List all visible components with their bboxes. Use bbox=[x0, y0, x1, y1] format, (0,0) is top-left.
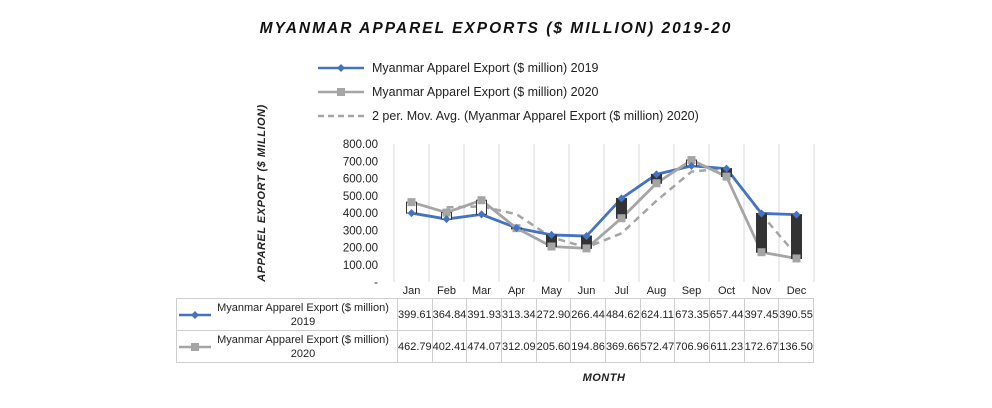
data-point-2020 bbox=[547, 242, 556, 251]
table-cell: 402.41 bbox=[431, 330, 468, 363]
table-cell: 369.66 bbox=[604, 330, 641, 363]
series-name: Myanmar Apparel Export ($ million) 2020 bbox=[211, 333, 395, 361]
table-row-header: Myanmar Apparel Export ($ million) 2020 bbox=[176, 330, 398, 363]
y-tick-label: 600.00 bbox=[343, 174, 378, 186]
table-cell: 272.90 bbox=[535, 298, 572, 331]
legend-swatch-moving-average bbox=[318, 114, 364, 118]
series-name: Myanmar Apparel Export ($ million) 2019 bbox=[211, 301, 395, 329]
data-point-2019 bbox=[547, 230, 556, 239]
data-point-2019 bbox=[722, 164, 731, 173]
data-point-2020 bbox=[477, 196, 486, 205]
y-tick-label: 700.00 bbox=[343, 156, 378, 168]
x-tick-label: Apr bbox=[508, 285, 525, 297]
table-row: Myanmar Apparel Export ($ million) 2020 46… bbox=[176, 330, 814, 363]
x-tick-label: Sep bbox=[682, 285, 702, 297]
table-cell: 194.86 bbox=[570, 330, 606, 363]
legend-label-2020: Myanmar Apparel Export ($ million) 2020 bbox=[372, 85, 599, 99]
x-tick-label: Aug bbox=[647, 285, 667, 297]
legend-key-2020 bbox=[179, 342, 211, 351]
table-cell: 391.93 bbox=[466, 298, 502, 331]
y-tick-label: 400.00 bbox=[343, 208, 378, 220]
table-cell: 706.96 bbox=[674, 330, 710, 363]
data-point-2019 bbox=[407, 209, 416, 218]
y-tick-label: 100.00 bbox=[343, 260, 378, 272]
data-point-2020 bbox=[407, 198, 416, 207]
table-cell: 611.23 bbox=[708, 330, 745, 363]
down-bar bbox=[791, 214, 802, 259]
legend-key-2019 bbox=[179, 310, 211, 319]
data-point-2019 bbox=[757, 209, 766, 218]
table-cell: 673.35 bbox=[674, 298, 710, 331]
legend-swatch-2020 bbox=[318, 88, 364, 96]
y-tick-label: - bbox=[374, 277, 378, 289]
x-tick-label: Jul bbox=[614, 285, 628, 297]
data-point-2019 bbox=[792, 210, 801, 219]
x-tick-label: Mar bbox=[472, 285, 491, 297]
data-point-2020 bbox=[442, 208, 451, 217]
table-cell: 624.11 bbox=[639, 298, 676, 331]
data-point-2019 bbox=[687, 161, 696, 170]
table-cell: 312.09 bbox=[500, 330, 537, 363]
table-cell: 657.44 bbox=[708, 298, 745, 331]
table-cell: 313.34 bbox=[500, 298, 537, 331]
x-tick-label: Nov bbox=[752, 285, 772, 297]
data-point-2019 bbox=[652, 170, 661, 179]
y-tick-label: 300.00 bbox=[343, 225, 378, 237]
x-tick-label: Jun bbox=[578, 285, 596, 297]
table-cell: 390.55 bbox=[778, 298, 814, 331]
data-point-2020 bbox=[792, 254, 801, 263]
chart-title: MYANMAR APPAREL EXPORTS ($ MILLION) 2019… bbox=[259, 20, 733, 37]
table-cell: 484.62 bbox=[604, 298, 641, 331]
legend-item-moving-average: 2 per. Mov. Avg. (Myanmar Apparel Export… bbox=[318, 106, 699, 126]
table-cell: 572.47 bbox=[639, 330, 676, 363]
table-cell: 399.61 bbox=[397, 298, 433, 331]
data-point-2020 bbox=[582, 244, 591, 253]
series-name-line1: Myanmar Apparel Export ($ million) bbox=[217, 333, 389, 346]
data-point-2020 bbox=[687, 156, 696, 165]
series-line-2019 bbox=[411, 164, 797, 238]
down-bar bbox=[756, 212, 767, 253]
y-tick-label: 800.00 bbox=[343, 139, 378, 151]
legend-item-2019: Myanmar Apparel Export ($ million) 2019 bbox=[318, 58, 599, 78]
table-cell: 364.84 bbox=[431, 298, 468, 331]
x-tick-label: Jan bbox=[403, 285, 421, 297]
data-point-2020 bbox=[617, 214, 626, 223]
legend-label-2019: Myanmar Apparel Export ($ million) 2019 bbox=[372, 61, 599, 75]
y-tick-label: 500.00 bbox=[343, 191, 378, 203]
data-point-2020 bbox=[652, 179, 661, 188]
data-point-2019 bbox=[442, 215, 451, 224]
table-cell: 136.50 bbox=[778, 330, 814, 363]
data-point-2019 bbox=[477, 210, 486, 219]
table-cell: 172.67 bbox=[743, 330, 780, 363]
legend-item-2020: Myanmar Apparel Export ($ million) 2020 bbox=[318, 82, 599, 102]
table-row-header: Myanmar Apparel Export ($ million) 2019 bbox=[176, 298, 398, 331]
data-point-2020 bbox=[757, 248, 766, 257]
table-cell: 266.44 bbox=[570, 298, 606, 331]
data-point-2019 bbox=[512, 223, 521, 232]
y-axis-label: APPAREL EXPORT ($ MILLION) bbox=[256, 104, 268, 282]
legend-label-moving-average: 2 per. Mov. Avg. (Myanmar Apparel Export… bbox=[372, 109, 699, 123]
table-cell: 474.07 bbox=[466, 330, 502, 363]
x-tick-label: Oct bbox=[718, 285, 735, 297]
y-tick-label: 200.00 bbox=[343, 243, 378, 255]
table-row: Myanmar Apparel Export ($ million) 2019 39… bbox=[176, 298, 814, 331]
data-point-2019 bbox=[617, 194, 626, 203]
data-point-2019 bbox=[582, 232, 591, 241]
data-point-2020 bbox=[722, 172, 731, 181]
table-cell: 205.60 bbox=[535, 330, 572, 363]
x-axis-label: MONTH bbox=[582, 372, 626, 384]
legend-swatch-2019 bbox=[318, 64, 364, 72]
table-cell: 397.45 bbox=[743, 298, 780, 331]
series-line-2020 bbox=[411, 158, 797, 260]
x-tick-label: Feb bbox=[437, 285, 456, 297]
x-tick-label: May bbox=[541, 285, 562, 297]
series-name-line1: Myanmar Apparel Export ($ million) bbox=[217, 301, 389, 314]
x-tick-label: Dec bbox=[787, 285, 807, 297]
series-name-line2: 2019 bbox=[290, 315, 316, 328]
data-table: Myanmar Apparel Export ($ million) 2019 39… bbox=[176, 298, 814, 363]
table-cell: 462.79 bbox=[397, 330, 433, 363]
series-name-line2: 2020 bbox=[290, 347, 316, 360]
